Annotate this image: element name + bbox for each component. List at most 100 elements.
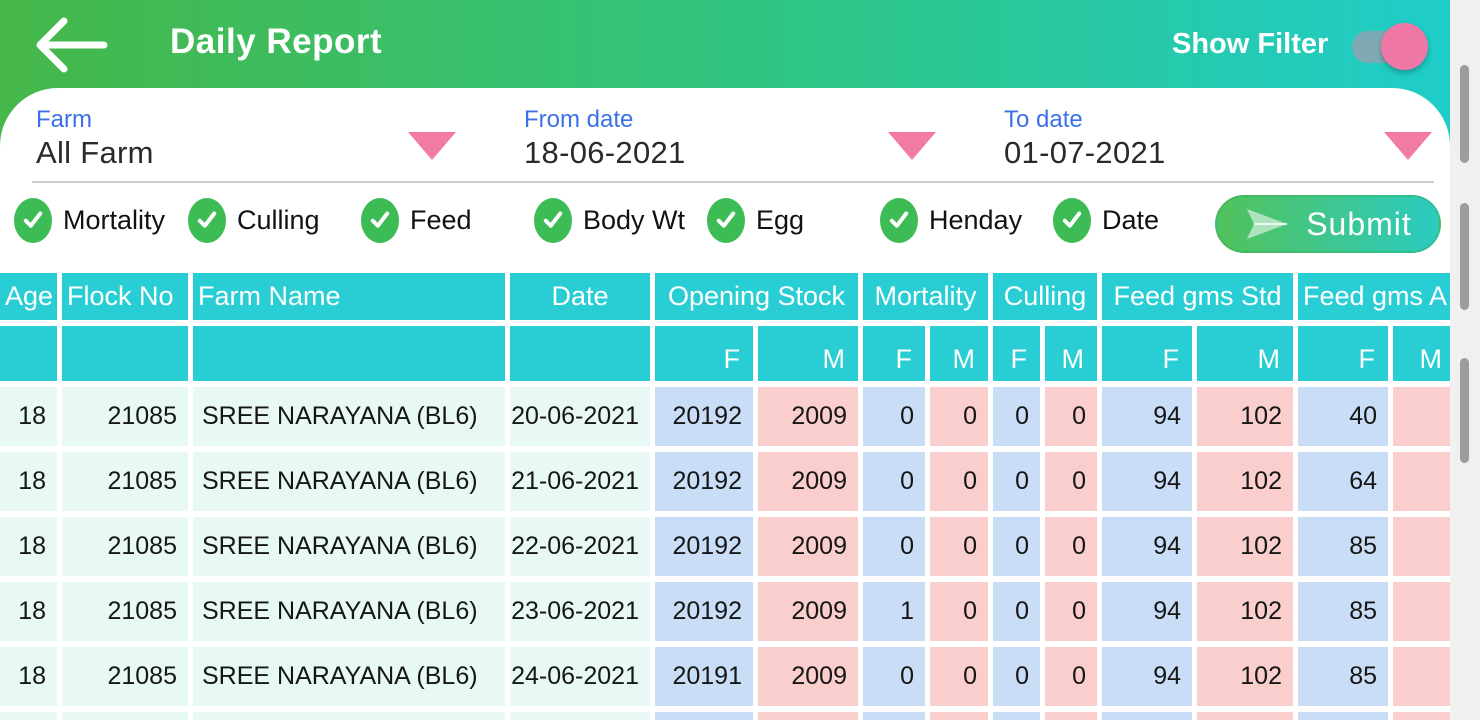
table-cell-mort_m: 0 [930,387,988,446]
sub-column-header: M [1045,326,1097,381]
table-cell-farm_name: SREE NARAYANA (BL6) [193,582,505,641]
checkbox-date[interactable]: Date [1053,196,1159,244]
table-cell-date: 24-06-2021 [510,647,650,706]
check-icon [880,197,918,243]
checkbox-culling[interactable]: Culling [188,196,320,244]
table-cell-flock_no: 21085 [62,582,188,641]
table-cell-age: 18 [0,517,57,576]
sub-column-header: M [930,326,988,381]
table-cell-cull_m: 0 [1045,647,1097,706]
to-date-value: 01-07-2021 [1004,135,1166,170]
table-cell-cull_f: 0 [993,517,1040,576]
checkbox-label: Henday [929,204,1023,235]
sub-column-header [193,326,505,381]
checkbox-label: Body Wt [583,204,686,235]
table-cell-feed_std_m: 102 [1197,517,1293,576]
sub-column-header: M [758,326,858,381]
checkbox-feed[interactable]: Feed [361,196,472,244]
dropdown-arrow-icon[interactable] [408,132,456,160]
table-cell-feed_act_f: 85 [1298,517,1388,576]
table-cell-mort_m: 0 [930,517,988,576]
dropdown-arrow-icon[interactable] [888,132,936,160]
checkbox-label: Date [1102,204,1160,235]
table-cell-date: 20-06-2021 [510,387,650,446]
sub-column-header: M [1197,326,1293,381]
back-button[interactable] [28,10,112,80]
table-cell-feed_act_m [1393,452,1450,511]
table-cell-feed_act_f: 40 [1298,387,1388,446]
table-cell-opening_f: 20192 [655,517,753,576]
table-cell-opening_m: 2009 [758,452,858,511]
table-cell-cull_f [993,712,1040,720]
check-icon [534,197,572,243]
sub-column-header: M [1393,326,1450,381]
submit-label: Submit [1306,205,1412,242]
table-cell-mort_m: 0 [930,647,988,706]
table-cell-opening_f: 20191 [655,647,753,706]
checkbox-label: Feed [410,204,472,235]
table-cell-flock_no: 21085 [62,517,188,576]
table-cell-feed_act_m [1393,647,1450,706]
table-cell-feed_std_f: 94 [1102,517,1192,576]
scrollbar-thumb[interactable] [1460,203,1469,310]
farm-dropdown[interactable]: Farm All Farm [36,106,456,172]
table-cell-date: 21-06-2021 [510,452,650,511]
send-icon [1247,209,1288,239]
table-cell-mort_m: 0 [930,452,988,511]
table-cell-cull_m: 0 [1045,452,1097,511]
sub-column-header [62,326,188,381]
submit-button[interactable]: Submit [1215,195,1441,253]
table-cell-feed_act_f: 85 [1298,647,1388,706]
sub-column-header [510,326,650,381]
column-header: Flock No [62,273,188,320]
table-cell-cull_m: 0 [1045,582,1097,641]
show-filter-toggle[interactable] [1352,23,1428,70]
table-cell-date: 22-06-2021 [510,517,650,576]
checkbox-mortality[interactable]: Mortality [14,196,165,244]
table-cell-flock_no [62,712,188,720]
filter-underline [32,181,1434,183]
check-icon [188,197,226,243]
table-cell-feed_act_m [1393,582,1450,641]
report-table: Age Flock No Farm Name Date Opening Stock Mor… [0,273,1450,720]
checkbox-henday[interactable]: Henday [880,196,1022,244]
table-cell-mort_f [863,712,925,720]
table-cell-feed_std_f [1102,712,1192,720]
table-cell-opening_m [758,712,858,720]
column-header: Date [510,273,650,320]
dropdown-arrow-icon[interactable] [1384,132,1432,160]
table-cell-feed_act_m [1393,387,1450,446]
table-cell-feed_std_f: 94 [1102,647,1192,706]
sub-column-header: F [863,326,925,381]
scrollbar-thumb[interactable] [1460,65,1469,163]
table-cell-mort_m: 0 [930,582,988,641]
scrollbar-thumb[interactable] [1460,358,1469,463]
table-cell-feed_std_f: 94 [1102,387,1192,446]
table-cell-date [510,712,650,720]
checkbox-label: Egg [756,204,805,235]
table-cell-opening_f: 20192 [655,387,753,446]
column-header: Opening Stock [655,273,858,320]
from-date-picker[interactable]: From date 18-06-2021 [524,106,936,172]
table-cell-age: 18 [0,452,57,511]
table-cell-flock_no: 21085 [62,647,188,706]
table-cell-mort_f: 0 [863,387,925,446]
table-cell-age [0,712,57,720]
table-cell-opening_m: 2009 [758,517,858,576]
check-icon [361,197,399,243]
table-cell-age: 18 [0,582,57,641]
report-table-scroll-area[interactable]: Age Flock No Farm Name Date Opening Stock Mor… [0,273,1450,720]
table-cell-feed_act_f: 64 [1298,452,1388,511]
table-cell-age: 18 [0,387,57,446]
from-date-value: 18-06-2021 [524,135,686,170]
checkbox-egg[interactable]: Egg [707,196,804,244]
farm-value: All Farm [36,135,154,170]
sub-column-header: F [655,326,753,381]
column-header: Feed gms Std [1102,273,1293,320]
table-cell-opening_f: 20192 [655,452,753,511]
table-cell-mort_f: 1 [863,582,925,641]
table-cell-feed_std_f: 94 [1102,582,1192,641]
checkbox-body-wt[interactable]: Body Wt [534,196,685,244]
to-date-picker[interactable]: To date 01-07-2021 [1004,106,1432,172]
sub-column-header [0,326,57,381]
